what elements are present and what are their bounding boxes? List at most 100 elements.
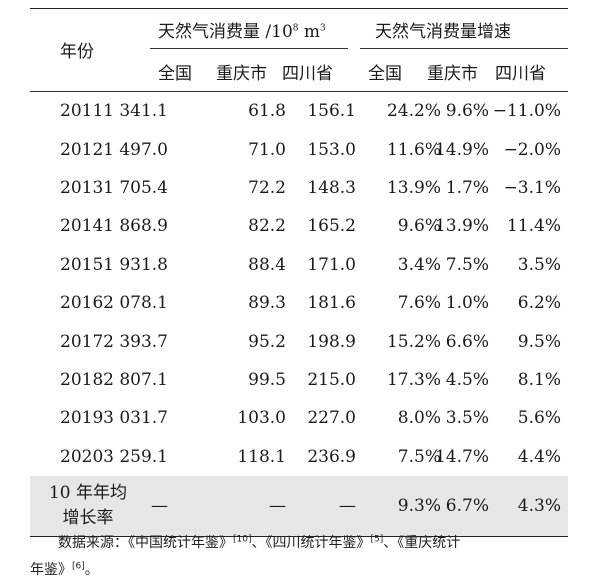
row-year: 2020 bbox=[60, 446, 104, 467]
average-sichuan-consumption: — bbox=[339, 495, 356, 516]
header-group2-rule bbox=[360, 48, 568, 49]
table-row: 2013 1 705.4 72.2 148.3 13.9% 1.7% −3.1% bbox=[30, 169, 568, 207]
average-national-growth: 9.3% bbox=[397, 495, 441, 516]
cell-national-growth: 3.4% bbox=[397, 254, 441, 275]
row-year: 2017 bbox=[60, 331, 104, 352]
cell-chongqing-growth: 9.6% bbox=[445, 101, 489, 122]
row-year: 2015 bbox=[60, 254, 104, 275]
cell-sichuan-consumption: 198.9 bbox=[307, 331, 356, 352]
cell-chongqing-consumption: 72.2 bbox=[248, 177, 286, 198]
cell-sichuan-consumption: 215.0 bbox=[307, 369, 356, 390]
row-year: 2011 bbox=[60, 101, 104, 122]
average-growth-label: 10 年年均 增长率 bbox=[48, 482, 128, 528]
header-year: 年份 bbox=[60, 42, 94, 62]
header-group-consumption: 天然气消费量 /108 m3 bbox=[158, 22, 326, 42]
table-row: 2015 1 931.8 88.4 171.0 3.4% 7.5% 3.5% bbox=[30, 246, 568, 284]
cell-sichuan-growth: 9.5% bbox=[517, 331, 561, 352]
table-header: 年份 天然气消费量 /108 m3 天然气消费量增速 全国 重庆市 四川省 全国… bbox=[30, 9, 568, 91]
cell-chongqing-growth: 13.9% bbox=[434, 216, 489, 237]
average-sichuan-growth: 4.3% bbox=[517, 495, 561, 516]
cell-national-consumption: 1 868.9 bbox=[103, 216, 168, 237]
cell-national-growth: 7.5% bbox=[397, 446, 441, 467]
cell-sichuan-growth: 8.1% bbox=[517, 369, 561, 390]
subheader-national-2: 全国 bbox=[368, 64, 402, 84]
subheader-chongqing-1: 重庆市 bbox=[216, 64, 267, 84]
cell-national-growth: 9.6% bbox=[397, 216, 441, 237]
cell-sichuan-consumption: 153.0 bbox=[307, 139, 356, 160]
table-row: 2020 3 259.1 118.1 236.9 7.5% 14.7% 4.4% bbox=[30, 438, 568, 476]
table-row: 2019 3 031.7 103.0 227.0 8.0% 3.5% 5.6% bbox=[30, 399, 568, 437]
cell-chongqing-consumption: 99.5 bbox=[248, 369, 286, 390]
cell-sichuan-consumption: 236.9 bbox=[307, 446, 356, 467]
cell-national-growth: 8.0% bbox=[397, 408, 441, 429]
row-year: 2014 bbox=[60, 216, 104, 237]
cell-national-growth: 24.2% bbox=[386, 101, 441, 122]
cell-national-consumption: 2 393.7 bbox=[103, 331, 168, 352]
table-row: 2011 1 341.1 61.8 156.1 24.2% 9.6% −11.0% bbox=[30, 92, 568, 130]
cell-sichuan-consumption: 227.0 bbox=[307, 408, 356, 429]
cell-national-growth: 7.6% bbox=[397, 293, 441, 314]
table-bottom-rule bbox=[30, 535, 568, 537]
table-row: 2014 1 868.9 82.2 165.2 9.6% 13.9% 11.4% bbox=[30, 207, 568, 245]
cell-chongqing-consumption: 82.2 bbox=[248, 216, 286, 237]
cell-sichuan-consumption: 165.2 bbox=[307, 216, 356, 237]
cell-national-growth: 17.3% bbox=[386, 369, 441, 390]
cell-national-consumption: 1 705.4 bbox=[103, 177, 168, 198]
cell-national-consumption: 1 931.8 bbox=[103, 254, 168, 275]
cell-chongqing-consumption: 88.4 bbox=[248, 254, 286, 275]
cell-chongqing-growth: 4.5% bbox=[445, 369, 489, 390]
cell-national-growth: 11.6% bbox=[386, 139, 441, 160]
cell-chongqing-consumption: 89.3 bbox=[248, 293, 286, 314]
cell-chongqing-growth: 6.6% bbox=[445, 331, 489, 352]
cell-sichuan-growth: −11.0% bbox=[492, 101, 561, 122]
cell-national-growth: 13.9% bbox=[386, 177, 441, 198]
cell-national-consumption: 2 078.1 bbox=[103, 293, 168, 314]
subheader-chongqing-2: 重庆市 bbox=[427, 64, 478, 84]
average-chongqing-growth: 6.7% bbox=[445, 495, 489, 516]
cell-chongqing-growth: 14.9% bbox=[434, 139, 489, 160]
table-row: 2016 2 078.1 89.3 181.6 7.6% 1.0% 6.2% bbox=[30, 284, 568, 322]
table-body: 2011 1 341.1 61.8 156.1 24.2% 9.6% −11.0% 2012 1… bbox=[30, 91, 568, 476]
table-row: 2018 2 807.1 99.5 215.0 17.3% 4.5% 8.1% bbox=[30, 361, 568, 399]
cell-sichuan-growth: 4.4% bbox=[517, 446, 561, 467]
average-chongqing-consumption: — bbox=[269, 495, 286, 516]
cell-national-consumption: 3 031.7 bbox=[103, 408, 168, 429]
source-footnote: 数据来源：《中国统计年鉴》[10]、《四川统计年鉴》[5]、《重庆统计 年鉴》[… bbox=[30, 534, 461, 578]
row-year: 2019 bbox=[60, 408, 104, 429]
subheader-sichuan-2: 四川省 bbox=[495, 64, 546, 84]
table-row: 2017 2 393.7 95.2 198.9 15.2% 6.6% 9.5% bbox=[30, 322, 568, 360]
cell-national-growth: 15.2% bbox=[386, 331, 441, 352]
row-year: 2013 bbox=[60, 177, 104, 198]
cell-chongqing-consumption: 118.1 bbox=[237, 446, 286, 467]
cell-national-consumption: 2 807.1 bbox=[103, 369, 168, 390]
cell-sichuan-growth: 5.6% bbox=[517, 408, 561, 429]
cell-chongqing-growth: 7.5% bbox=[445, 254, 489, 275]
cell-sichuan-growth: −3.1% bbox=[503, 177, 561, 198]
cell-sichuan-consumption: 156.1 bbox=[307, 101, 356, 122]
header-group-growth: 天然气消费量增速 bbox=[375, 22, 511, 42]
cell-sichuan-consumption: 171.0 bbox=[307, 254, 356, 275]
cell-sichuan-consumption: 181.6 bbox=[307, 293, 356, 314]
header-group1-rule bbox=[150, 48, 348, 49]
average-growth-row: 10 年年均 增长率 — — — 9.3% 6.7% 4.3% bbox=[30, 475, 568, 536]
subheader-national-1: 全国 bbox=[158, 64, 192, 84]
row-year: 2016 bbox=[60, 293, 104, 314]
cell-chongqing-consumption: 103.0 bbox=[237, 408, 286, 429]
cell-sichuan-growth: −2.0% bbox=[503, 139, 561, 160]
cell-national-consumption: 3 259.1 bbox=[103, 446, 168, 467]
cell-sichuan-growth: 6.2% bbox=[517, 293, 561, 314]
cell-chongqing-growth: 1.7% bbox=[445, 177, 489, 198]
cell-chongqing-growth: 14.7% bbox=[434, 446, 489, 467]
row-year: 2012 bbox=[60, 139, 104, 160]
cell-chongqing-growth: 3.5% bbox=[445, 408, 489, 429]
cell-chongqing-consumption: 95.2 bbox=[248, 331, 286, 352]
cell-national-consumption: 1 341.1 bbox=[103, 101, 168, 122]
subheader-sichuan-1: 四川省 bbox=[282, 64, 333, 84]
table-row: 2012 1 497.0 71.0 153.0 11.6% 14.9% −2.0% bbox=[30, 130, 568, 168]
cell-sichuan-growth: 3.5% bbox=[517, 254, 561, 275]
cell-chongqing-consumption: 61.8 bbox=[248, 101, 286, 122]
table-top-rule bbox=[30, 8, 568, 9]
cell-national-consumption: 1 497.0 bbox=[103, 139, 168, 160]
cell-chongqing-growth: 1.0% bbox=[445, 293, 489, 314]
data-table: 年份 天然气消费量 /108 m3 天然气消费量增速 全国 重庆市 四川省 全国… bbox=[30, 8, 568, 537]
